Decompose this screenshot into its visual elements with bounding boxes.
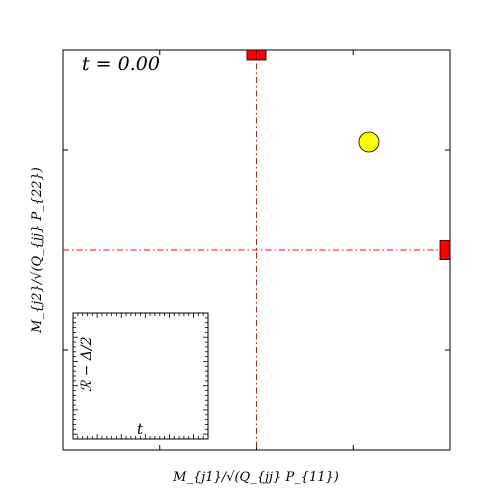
inset-ticks [73,313,208,439]
y-axis-label: M_{j2}/√(Q_{jj} P_{22}) [30,167,45,334]
markers [246,49,451,260]
x-axis-label: M_{j1}/√(Q_{jj} P_{11}) [172,470,339,485]
square-marker-1 [439,240,451,260]
inset-frame [72,312,209,440]
circle-marker [358,131,380,153]
time-annotation: t = 0.00 [82,53,160,75]
inset-y-label: ℛ − Δ/2 [79,336,95,392]
reference-lines [63,50,450,450]
inset-x-label: t [137,420,144,438]
inset-axes: t ℛ − Δ/2 [72,312,209,440]
